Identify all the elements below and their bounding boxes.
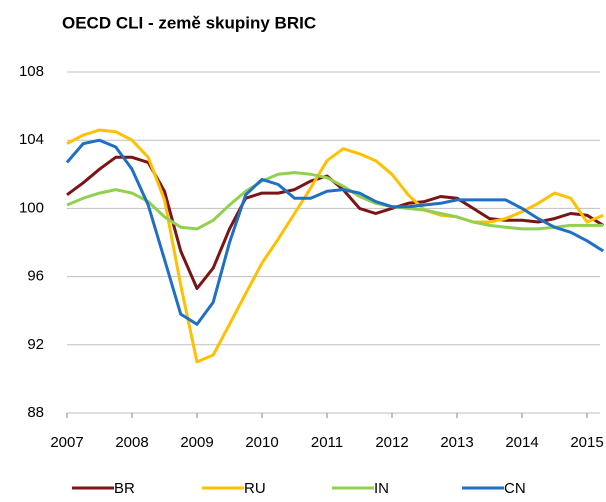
legend-label: RU	[244, 480, 266, 497]
y-tick-label: 96	[27, 268, 44, 285]
y-tick-label: 92	[27, 336, 44, 353]
x-tick-label: 2007	[50, 434, 83, 451]
x-tick-label: 2012	[375, 434, 408, 451]
legend-label: IN	[374, 480, 389, 497]
series-line	[66, 155, 604, 290]
x-tick-label: 2013	[440, 434, 473, 451]
y-tick-label: 88	[27, 404, 44, 421]
x-tick-label: 2009	[180, 434, 213, 451]
x-tick-label: 2015	[570, 434, 603, 451]
chart-title: OECD CLI - země skupiny BRIC	[62, 13, 316, 32]
y-tick-label: 104	[19, 131, 44, 148]
series-line	[66, 171, 604, 231]
series-line	[66, 128, 604, 364]
x-tick-label: 2008	[115, 434, 148, 451]
y-tick-label: 108	[19, 63, 44, 80]
x-tick-label: 2014	[505, 434, 538, 451]
legend-label: BR	[114, 480, 135, 497]
y-tick-label: 100	[19, 199, 44, 216]
legend-label: CN	[504, 480, 526, 497]
x-tick-label: 2011	[311, 434, 343, 451]
x-tick-label: 2010	[245, 434, 278, 451]
series-line	[65, 138, 604, 326]
